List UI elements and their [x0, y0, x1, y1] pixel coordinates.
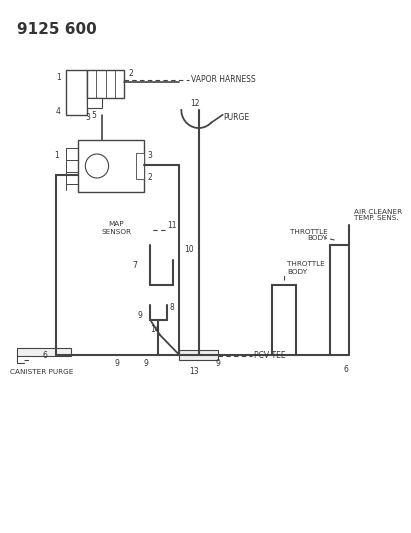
Bar: [78, 140, 143, 192]
Text: PCV TEE: PCV TEE: [254, 351, 286, 360]
Text: 9: 9: [215, 359, 220, 367]
Text: 6: 6: [43, 351, 48, 360]
Text: 9: 9: [138, 311, 143, 319]
Text: 7: 7: [132, 261, 137, 270]
Text: 5: 5: [92, 110, 97, 119]
Text: PURGE: PURGE: [223, 114, 249, 123]
Text: 13: 13: [189, 367, 199, 376]
Bar: [17, 348, 71, 356]
Text: 1: 1: [54, 150, 59, 159]
Text: 11: 11: [167, 221, 176, 230]
Bar: [66, 70, 87, 115]
Text: MAP
SENSOR: MAP SENSOR: [102, 222, 132, 235]
Circle shape: [85, 154, 109, 178]
Bar: [87, 70, 124, 98]
Text: 9: 9: [143, 359, 148, 367]
Text: 3: 3: [85, 114, 90, 123]
Bar: [179, 350, 218, 360]
Text: 2: 2: [148, 174, 152, 182]
Text: THROTTLE
BODY: THROTTLE BODY: [290, 229, 328, 241]
Text: 14: 14: [150, 326, 160, 335]
Text: VAPOR HARNESS: VAPOR HARNESS: [191, 76, 256, 85]
Text: 4: 4: [55, 108, 60, 117]
Text: 2: 2: [129, 69, 134, 77]
Text: 9: 9: [114, 359, 119, 367]
Text: 9125 600: 9125 600: [17, 22, 97, 37]
Bar: [87, 98, 102, 108]
Text: 12: 12: [190, 99, 200, 108]
Text: 3: 3: [148, 150, 152, 159]
Text: 1: 1: [56, 74, 61, 83]
Text: 6: 6: [343, 366, 348, 375]
Bar: [136, 153, 143, 179]
Text: CANISTER PURGE: CANISTER PURGE: [10, 369, 73, 375]
Text: THROTTLE
BODY: THROTTLE BODY: [287, 262, 325, 274]
Text: 10: 10: [184, 246, 194, 254]
Text: AIR CLEANER
TEMP. SENS.: AIR CLEANER TEMP. SENS.: [354, 208, 402, 222]
Text: 8: 8: [170, 303, 174, 312]
